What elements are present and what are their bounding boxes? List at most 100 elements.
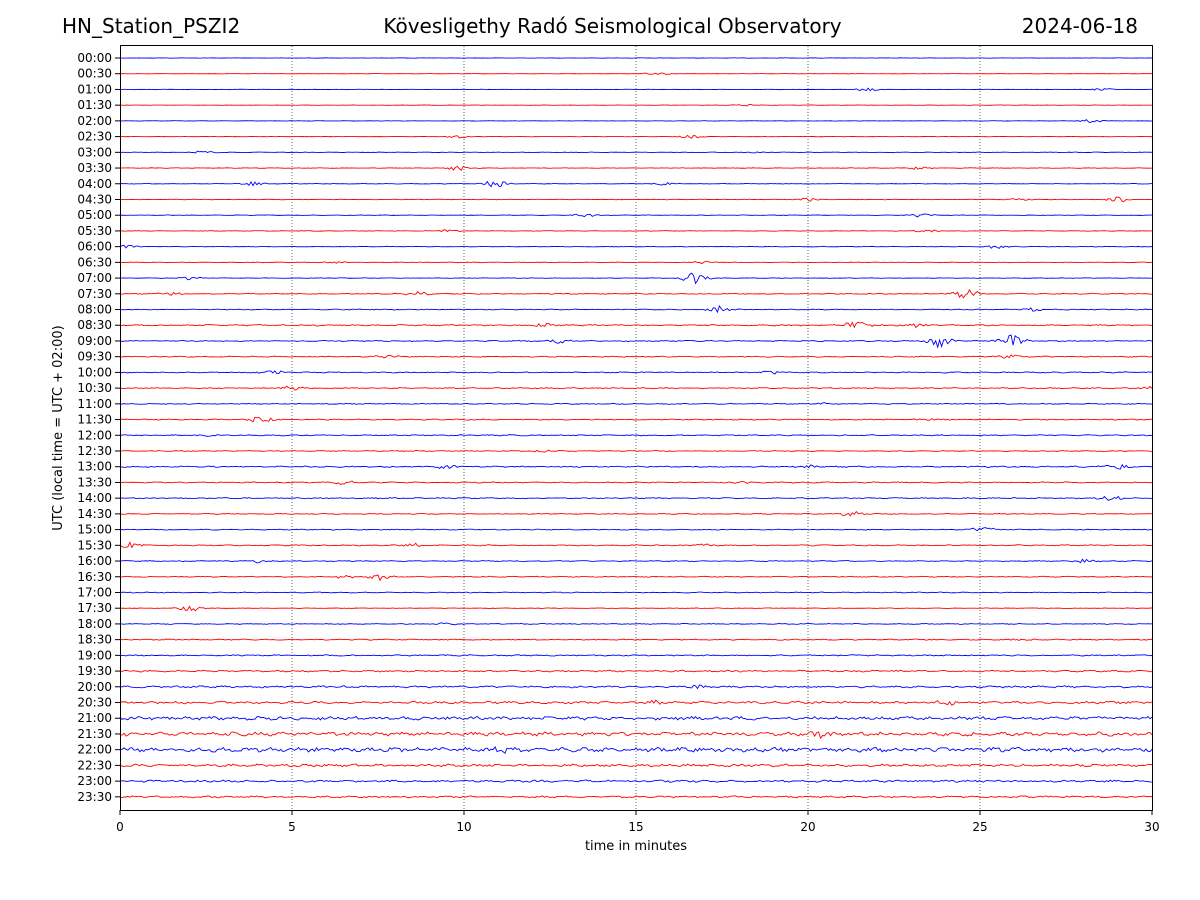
y-tick-label: 05:30 [77,224,112,238]
trace-2000 [119,684,1153,690]
y-tick-label: 13:30 [77,475,112,489]
trace-1330 [119,480,1153,485]
y-tick-label: 18:00 [77,617,112,631]
plot-frame [120,45,1153,811]
trace-2130 [119,731,1153,740]
y-tick-label: 09:00 [77,334,112,348]
trace-1630 [119,574,1153,582]
chart-date: 2024-06-18 [1021,14,1138,38]
trace-0530 [119,229,1153,233]
y-tick-label: 10:30 [77,381,112,395]
y-tick-label: 22:00 [77,743,112,757]
trace-2230 [119,763,1153,768]
y-tick-label: 04:30 [77,192,112,206]
y-tick-label: 14:00 [77,491,112,505]
trace-2200 [119,746,1153,755]
trace-0130 [119,103,1153,107]
y-tick-label: 05:00 [77,208,112,222]
trace-1700 [119,591,1153,594]
x-tick-label: 10 [456,820,471,834]
trace-2330 [119,795,1153,799]
y-tick-label: 19:30 [77,664,112,678]
y-tick-label: 03:00 [77,145,112,159]
trace-0500 [119,213,1153,218]
trace-2300 [119,779,1153,783]
x-tick-label: 5 [288,820,296,834]
y-tick-label: 21:30 [77,727,112,741]
station-name: HN_Station_PSZI2 [62,14,241,38]
y-tick-label: 07:30 [77,287,112,301]
trace-0730 [119,289,1153,299]
y-tick-label: 01:30 [77,98,112,112]
y-tick-label: 15:30 [77,538,112,552]
trace-0230 [119,134,1153,139]
trace-1030 [119,385,1153,391]
y-tick-label: 14:30 [77,507,112,521]
trace-0300 [119,150,1153,154]
trace-1200 [119,434,1153,437]
y-tick-label: 08:00 [77,303,112,317]
y-tick-label: 15:00 [77,523,112,537]
grid-lines [291,46,981,810]
trace-0630 [119,260,1153,265]
trace-0800 [119,304,1153,314]
trace-0430 [119,196,1153,202]
trace-1130 [119,416,1153,423]
trace-0830 [119,321,1153,329]
y-tick-label: 04:00 [77,177,112,191]
y-tick-label: 22:30 [77,758,112,772]
trace-1500 [119,527,1153,532]
y-tick-label: 01:00 [77,82,112,96]
trace-1930 [119,669,1153,673]
y-tick-label: 12:00 [77,428,112,442]
trace-1800 [119,622,1153,626]
trace-0200 [119,118,1153,124]
y-tick-label: 17:30 [77,601,112,615]
y-tick-label: 00:30 [77,67,112,81]
trace-0400 [120,180,1153,188]
x-tick-label: 20 [800,820,815,834]
trace-1230 [119,449,1153,453]
y-tick-label: 23:00 [77,774,112,788]
y-tick-label: 08:30 [77,318,112,332]
y-tick-label: 18:30 [77,633,112,647]
y-tick-label: 02:30 [77,130,112,144]
trace-1830 [119,638,1153,641]
trace-1900 [119,654,1153,657]
trace-0900 [119,334,1153,349]
y-tick-label: 07:00 [77,271,112,285]
y-tick-label: 06:30 [77,255,112,269]
y-tick-label: 20:30 [77,696,112,710]
x-tick-label: 0 [116,820,124,834]
y-tick-label: 03:30 [77,161,112,175]
trace-2100 [119,715,1153,721]
x-tick-label: 25 [972,820,987,834]
y-tick-label: 16:30 [77,570,112,584]
y-tick-label: 06:00 [77,240,112,254]
y-tick-label: 11:00 [77,397,112,411]
x-tick-label: 30 [1144,820,1159,834]
trace-1100 [119,402,1153,405]
y-tick-label: 00:00 [77,51,112,65]
trace-2030 [119,699,1153,706]
trace-1300 [119,463,1153,470]
trace-0600 [119,244,1153,249]
y-tick-label: 23:30 [77,790,112,804]
trace-0330 [119,165,1153,171]
y-tick-label: 20:00 [77,680,112,694]
x-axis: 0 5 10 15 20 25 30 [116,810,1160,834]
y-tick-label: 19:00 [77,648,112,662]
trace-1730 [119,605,1153,612]
y-tick-label: 12:30 [77,444,112,458]
y-tick-label: 13:00 [77,460,112,474]
y-tick-label: 09:30 [77,350,112,364]
y-tick-label: 16:00 [77,554,112,568]
trace-1530 [119,541,1153,549]
trace-0930 [119,354,1153,359]
trace-1400 [119,495,1153,501]
chart-title: Kövesligethy Radó Seismological Observat… [383,14,842,38]
y-tick-label: 10:00 [77,365,112,379]
trace-0030 [119,72,1153,75]
